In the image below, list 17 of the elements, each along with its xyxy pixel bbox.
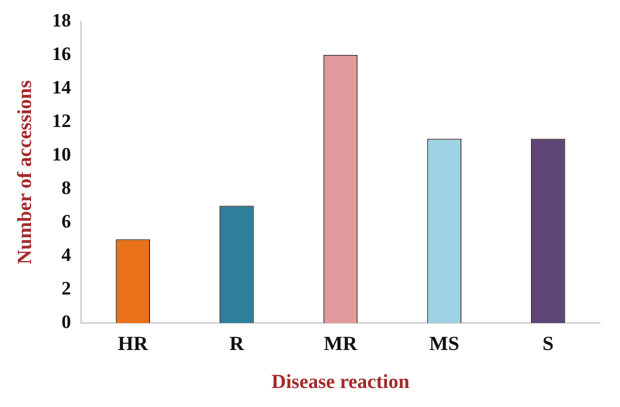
x-axis-title: Disease reaction — [272, 371, 410, 394]
y-tick-label: 18 — [52, 10, 71, 32]
y-tick-label: 4 — [62, 244, 72, 266]
x-tick-label: MS — [429, 333, 460, 356]
y-tick-label: 16 — [52, 44, 71, 65]
y-tick-label: 8 — [62, 178, 71, 199]
y-tick-label: 0 — [62, 312, 71, 333]
y-tick-label: 6 — [62, 211, 71, 232]
y-tick-label: 12 — [52, 110, 71, 132]
y-tick-label: 2 — [62, 278, 71, 300]
y-tick-label: 10 — [52, 144, 71, 166]
x-tick-label: HR — [118, 333, 148, 356]
x-tick-label: MR — [324, 333, 358, 356]
x-tick-label: S — [542, 333, 554, 356]
y-tick-label: 14 — [52, 77, 72, 98]
y-axis-title: Number of accessions — [14, 80, 36, 264]
x-tick-label: R — [229, 333, 244, 356]
